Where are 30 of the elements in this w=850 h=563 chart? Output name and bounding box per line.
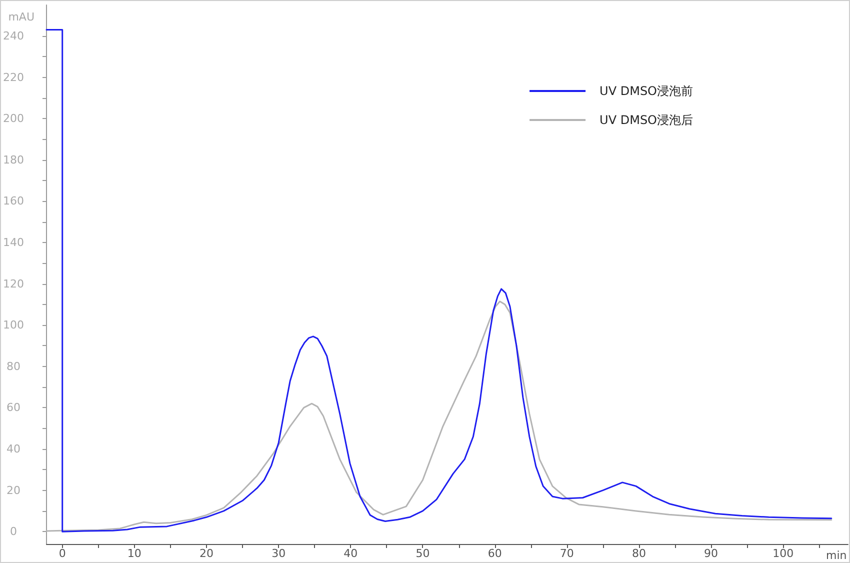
y-tick-label: 80 [6,360,20,373]
y-tick-label: 240 [3,29,24,42]
x-tick-label: 30 [272,547,286,560]
y-tick-label: 220 [3,70,24,84]
x-tick-label: 80 [632,547,646,560]
legend-label: UV DMSO浸泡后 [600,113,694,127]
x-tick-label: 10 [127,547,142,560]
y-tick-label: 60 [6,401,20,414]
y-tick-label: 180 [3,153,24,166]
y-axis-title: mAU [8,10,34,24]
y-tick-label: 100 [3,318,24,332]
y-tick-label: 140 [3,236,24,249]
y-tick-label: 200 [3,112,24,126]
x-tick-label: 70 [560,547,574,560]
x-tick-label: 20 [200,547,214,560]
y-tick-label: 40 [6,442,20,456]
x-axis-title: min [826,549,847,562]
x-tick-label: 60 [488,547,502,560]
x-tick-label: 90 [704,547,718,560]
x-tick-label: 0 [58,547,66,560]
legend-label: UV DMSO浸泡前 [600,84,694,98]
line-series [46,29,832,532]
x-tick-label: 100 [772,547,794,560]
line-series [46,300,832,532]
x-tick-label: 40 [344,547,358,560]
y-tick-label: 0 [10,525,17,538]
y-tick-label: 120 [3,277,24,290]
y-tick-label: 20 [6,484,20,497]
y-tick-label: 160 [3,194,24,208]
x-tick-label: 50 [416,547,430,560]
